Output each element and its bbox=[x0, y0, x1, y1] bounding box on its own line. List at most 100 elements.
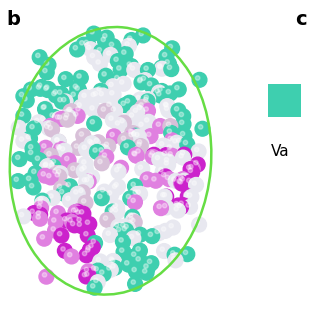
Circle shape bbox=[198, 125, 203, 129]
Circle shape bbox=[131, 252, 136, 256]
Circle shape bbox=[34, 201, 49, 215]
Circle shape bbox=[133, 227, 148, 242]
Circle shape bbox=[23, 131, 38, 146]
Circle shape bbox=[159, 168, 163, 172]
Circle shape bbox=[178, 180, 183, 184]
Circle shape bbox=[163, 86, 178, 101]
Circle shape bbox=[116, 234, 130, 249]
Circle shape bbox=[124, 32, 139, 47]
Circle shape bbox=[107, 255, 122, 270]
Circle shape bbox=[106, 254, 121, 268]
Circle shape bbox=[99, 91, 104, 96]
Circle shape bbox=[98, 159, 102, 164]
Circle shape bbox=[81, 199, 86, 203]
Circle shape bbox=[152, 152, 166, 167]
Circle shape bbox=[140, 261, 155, 275]
Circle shape bbox=[88, 173, 92, 178]
Circle shape bbox=[100, 188, 105, 192]
Circle shape bbox=[144, 66, 148, 70]
Circle shape bbox=[127, 62, 131, 66]
Circle shape bbox=[106, 39, 121, 54]
Circle shape bbox=[138, 165, 143, 170]
Circle shape bbox=[33, 81, 48, 96]
Circle shape bbox=[60, 112, 75, 127]
Circle shape bbox=[23, 173, 38, 188]
Circle shape bbox=[112, 184, 117, 189]
Circle shape bbox=[154, 61, 169, 76]
Circle shape bbox=[119, 223, 133, 238]
Circle shape bbox=[129, 148, 144, 163]
Circle shape bbox=[155, 164, 170, 179]
Circle shape bbox=[158, 87, 162, 91]
Circle shape bbox=[185, 161, 200, 176]
Circle shape bbox=[82, 272, 87, 277]
Circle shape bbox=[49, 194, 53, 198]
Circle shape bbox=[99, 149, 114, 164]
Circle shape bbox=[47, 174, 51, 178]
Circle shape bbox=[78, 90, 93, 105]
Circle shape bbox=[80, 41, 84, 45]
Circle shape bbox=[94, 191, 109, 206]
Circle shape bbox=[45, 122, 59, 137]
Circle shape bbox=[157, 204, 161, 208]
Circle shape bbox=[74, 190, 78, 194]
Circle shape bbox=[67, 163, 82, 178]
Circle shape bbox=[189, 178, 203, 192]
Circle shape bbox=[177, 203, 181, 208]
Circle shape bbox=[15, 124, 19, 128]
Circle shape bbox=[176, 150, 190, 165]
Circle shape bbox=[153, 119, 168, 133]
Circle shape bbox=[89, 243, 93, 248]
Circle shape bbox=[97, 194, 102, 199]
Circle shape bbox=[66, 182, 70, 187]
Circle shape bbox=[30, 124, 34, 129]
Circle shape bbox=[106, 87, 121, 102]
Circle shape bbox=[124, 59, 138, 73]
Circle shape bbox=[109, 82, 113, 87]
Circle shape bbox=[108, 260, 122, 275]
Circle shape bbox=[175, 172, 190, 187]
Circle shape bbox=[52, 91, 56, 96]
Circle shape bbox=[61, 153, 76, 168]
Circle shape bbox=[172, 177, 176, 181]
Circle shape bbox=[161, 157, 176, 172]
Circle shape bbox=[160, 193, 165, 197]
Circle shape bbox=[84, 272, 89, 276]
Circle shape bbox=[28, 144, 33, 149]
Circle shape bbox=[149, 153, 153, 157]
Circle shape bbox=[177, 147, 192, 162]
Circle shape bbox=[137, 140, 142, 144]
Circle shape bbox=[62, 193, 77, 208]
Circle shape bbox=[25, 147, 40, 161]
Circle shape bbox=[48, 156, 63, 171]
Circle shape bbox=[81, 174, 96, 189]
Circle shape bbox=[110, 204, 125, 219]
Circle shape bbox=[187, 193, 192, 197]
Circle shape bbox=[128, 148, 143, 162]
Circle shape bbox=[113, 224, 128, 239]
Circle shape bbox=[109, 116, 113, 120]
Text: b: b bbox=[7, 10, 20, 29]
Circle shape bbox=[121, 140, 135, 155]
Circle shape bbox=[165, 41, 180, 56]
Circle shape bbox=[180, 131, 185, 136]
Circle shape bbox=[143, 97, 148, 102]
Circle shape bbox=[85, 248, 90, 252]
Circle shape bbox=[125, 126, 139, 141]
Circle shape bbox=[57, 90, 62, 94]
Circle shape bbox=[95, 144, 110, 159]
Circle shape bbox=[127, 215, 142, 229]
Circle shape bbox=[45, 61, 49, 65]
Circle shape bbox=[167, 145, 172, 149]
Circle shape bbox=[98, 104, 113, 118]
Circle shape bbox=[88, 89, 103, 104]
Circle shape bbox=[187, 165, 191, 170]
Circle shape bbox=[192, 181, 196, 185]
Circle shape bbox=[82, 251, 87, 256]
Circle shape bbox=[26, 134, 30, 139]
Circle shape bbox=[90, 284, 95, 288]
Circle shape bbox=[66, 196, 70, 201]
Circle shape bbox=[81, 268, 96, 283]
Circle shape bbox=[72, 103, 87, 118]
Circle shape bbox=[53, 169, 57, 173]
